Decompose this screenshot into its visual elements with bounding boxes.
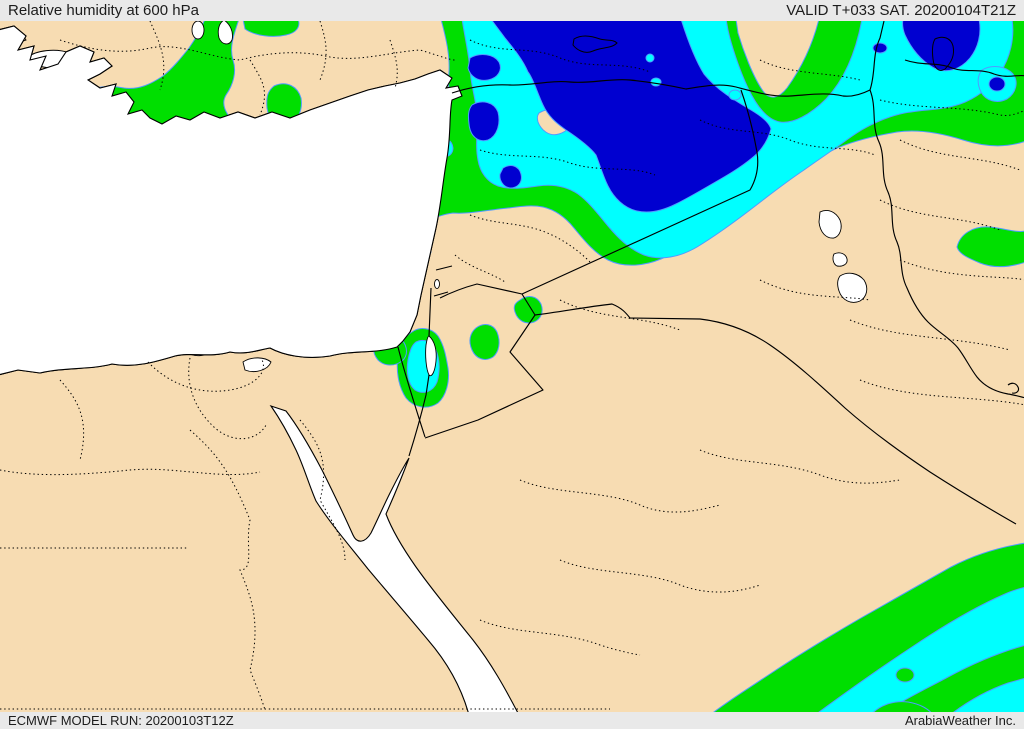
lake-razazza: [837, 272, 868, 303]
lake-tharthar: [818, 209, 842, 239]
border-iran-iraq: [869, 89, 1024, 399]
lake-habbaniyah: [832, 252, 848, 267]
blue-blob-zagros: [988, 76, 1006, 92]
lake-urmia-outline: [931, 36, 954, 71]
cyan-hole-3: [728, 89, 742, 101]
cyan-hole-2: [650, 77, 662, 87]
border-jordan-iraq: [439, 283, 523, 299]
border-jordan-saudi: [424, 293, 544, 439]
border-turkey-iran-north: [869, 21, 885, 91]
border-turkey-syria: [451, 79, 871, 97]
delta-lagoon-2: [242, 357, 272, 373]
blue-core-northeast: [902, 21, 981, 72]
lake-tuz: [191, 21, 205, 40]
border-israel-egypt: [397, 346, 426, 438]
blue-blob-caucasus: [872, 42, 888, 54]
model-run-label: ECMWF MODEL RUN: 20200103T12Z: [8, 713, 234, 728]
dry-wedge-armenia: [735, 21, 819, 98]
header-bar: Relative humidity at 600 hPa VALID T+033…: [0, 0, 1024, 21]
border-syria-iraq: [521, 89, 759, 295]
lake-layer: [185, 21, 954, 377]
blue-blob-west-3: [499, 165, 522, 189]
humidity-spot-jordan-east: [469, 324, 500, 360]
blue-blob-west-2: [467, 101, 500, 142]
map-title: Relative humidity at 600 hPa: [8, 2, 199, 19]
border-jordan-river: [408, 287, 432, 457]
border-lebanon: [433, 265, 453, 297]
humidity-region-anatolia-north: [242, 21, 300, 37]
provider-credit: ArabiaWeather Inc.: [904, 713, 1016, 728]
border-layer: [0, 21, 1024, 525]
kuwait-coast: [1007, 382, 1020, 394]
cyan-core-southeast-band: [818, 586, 1024, 712]
cyan-corner-southeast: [953, 678, 1024, 712]
green-patch-band-bottom: [873, 701, 932, 712]
footer-bar: ECMWF MODEL RUN: 20200103T12Z ArabiaWeat…: [0, 712, 1024, 729]
blue-blob-west-1: [467, 54, 501, 81]
humidity-map: [0, 21, 1024, 712]
lake-beysehir: [217, 21, 233, 45]
humidity-spot-syria-south: [513, 296, 543, 324]
green-island-in-band: [895, 667, 915, 683]
red-sea: [269, 404, 519, 712]
admin-boundary-layer: [0, 21, 1024, 711]
humidity-region-zagros-blob: [956, 226, 1024, 268]
border-caucasus: [904, 59, 1024, 77]
valid-time-label: VALID T+033 SAT. 20200104T21Z: [786, 2, 1016, 19]
cyan-hole-1: [645, 53, 655, 63]
sea-of-galilee: [434, 279, 440, 289]
lake-van-outline: [572, 35, 618, 53]
border-saudi-iraq: [534, 303, 1017, 525]
blue-core-main: [491, 21, 772, 213]
